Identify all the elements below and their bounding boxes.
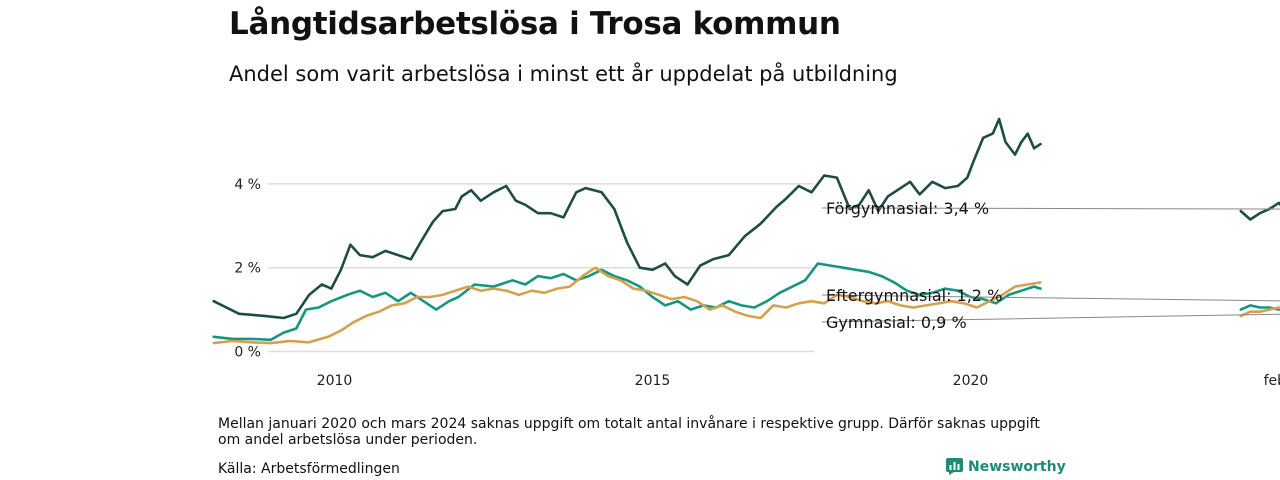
line-chart: 0 % 2 % 4 % 2010 2015 2020 feb 2025 Förgymnasia…: [212, 117, 1280, 389]
series-end-label: Förgymnasial: 3,4 %: [826, 199, 989, 218]
chart-title: Långtidsarbetslösa i Trosa kommun: [229, 6, 841, 42]
x-tick-label: feb 2025: [1264, 373, 1280, 389]
x-tick-label: 2020: [953, 373, 989, 389]
series-end-label: Gymnasial: 0,9 %: [826, 313, 967, 332]
x-tick-label: 2010: [317, 373, 353, 389]
series-line-gymnasial: [1239, 306, 1280, 318]
series-line-förgymnasial: [212, 117, 1042, 320]
label-connector: [821, 207, 1280, 210]
y-tick-label: 2 %: [234, 261, 261, 277]
series-end-label: Eftergymnasial: 1,2 %: [826, 286, 1002, 305]
brand-name: Newsworthy: [968, 458, 1066, 475]
y-tick-label: 0 %: [234, 345, 261, 361]
series-line-gymnasial: [212, 266, 1042, 345]
chart-subtitle: Andel som varit arbetslösa i minst ett å…: [229, 62, 898, 86]
label-connector: [821, 313, 1280, 323]
label-connector: [821, 294, 1280, 302]
x-tick-label: 2015: [635, 373, 671, 389]
newsworthy-bar-chart-icon: [946, 458, 963, 475]
source-credit: Källa: Arbetsförmedlingen: [218, 461, 400, 477]
y-tick-label: 4 %: [234, 177, 261, 193]
series-line-förgymnasial: [1239, 201, 1280, 221]
newsworthy-logo[interactable]: Newsworthy: [946, 458, 1066, 475]
chart-footnote: Mellan januari 2020 och mars 2024 saknas…: [218, 416, 1040, 448]
